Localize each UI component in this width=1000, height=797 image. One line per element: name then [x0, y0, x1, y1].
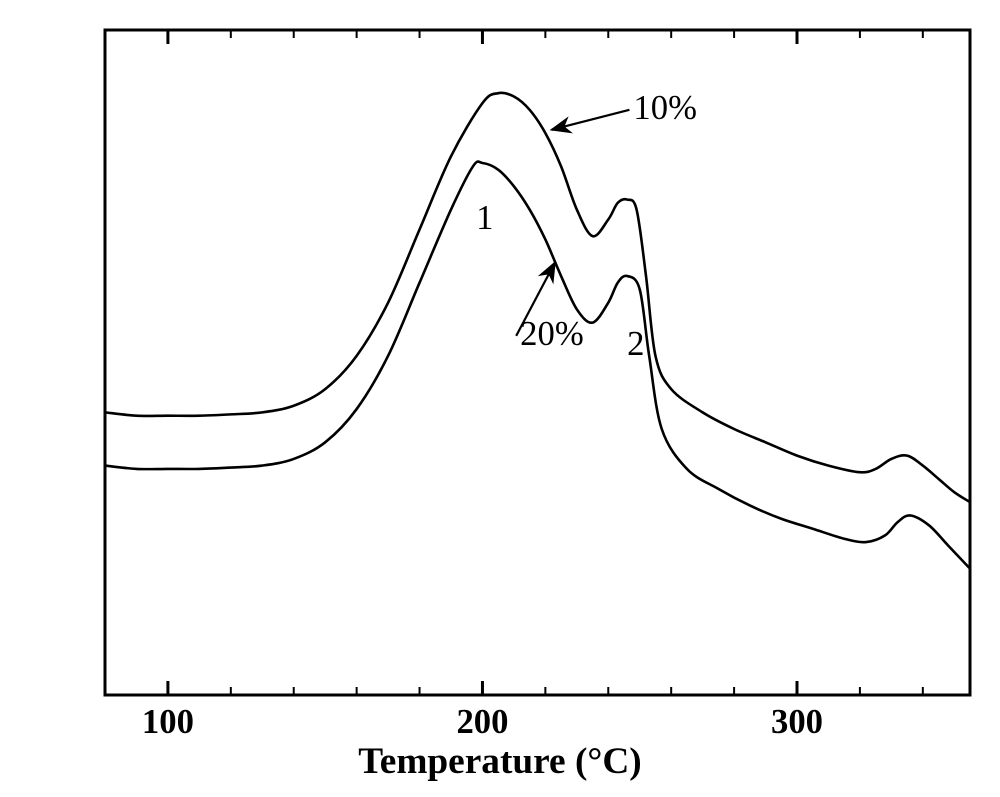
x-tick-label: 100: [142, 703, 194, 742]
label-10pct: 10%: [633, 89, 697, 128]
x-tick-label: 200: [456, 703, 508, 742]
label-1: 1: [476, 199, 493, 238]
chart-container: Heat Flow (W/g) Temperature (°C) 1002003…: [0, 0, 1000, 797]
x-tick-label: 300: [771, 703, 823, 742]
label-2: 2: [627, 325, 644, 364]
chart-svg: [0, 0, 1000, 797]
label-20pct: 20%: [520, 315, 584, 354]
